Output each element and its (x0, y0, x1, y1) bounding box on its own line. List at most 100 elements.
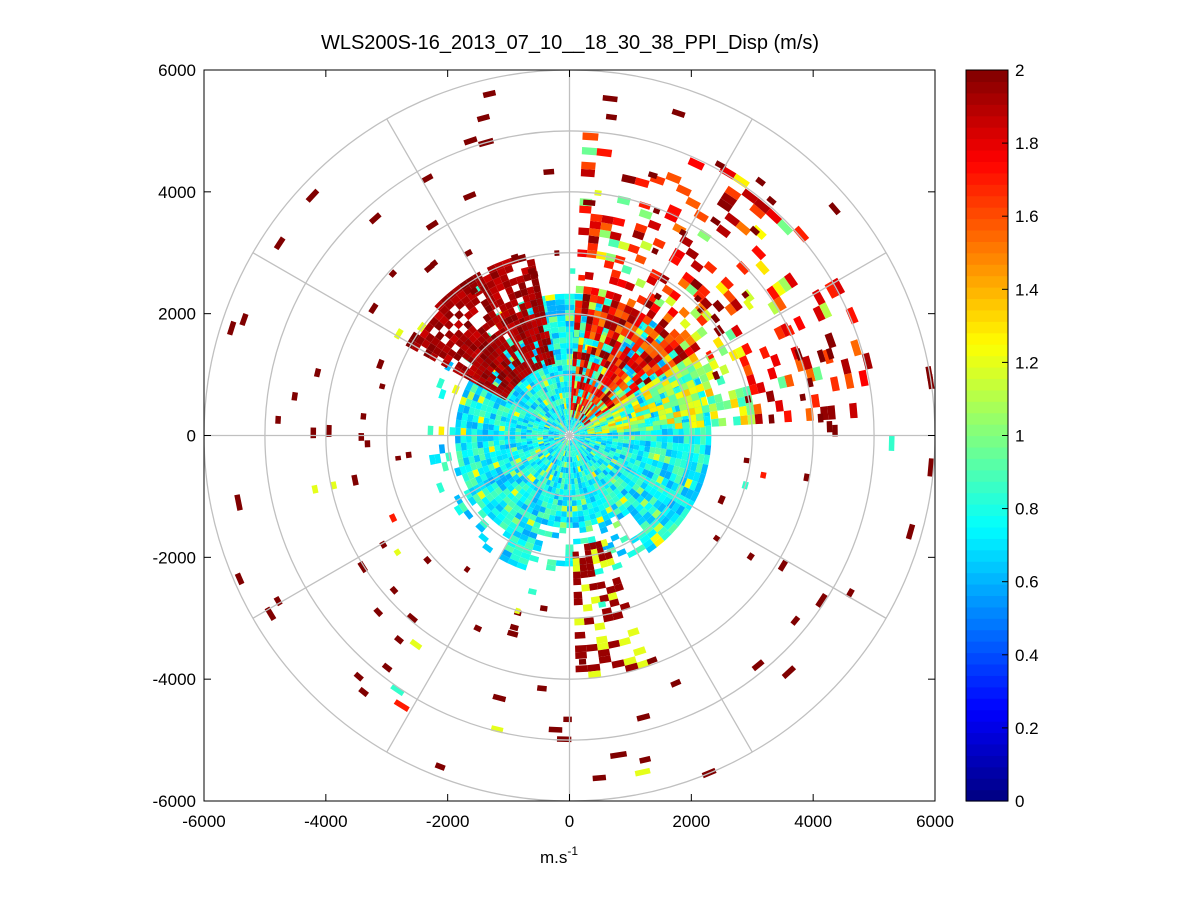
data-cell (542, 465, 549, 472)
data-cell (395, 455, 402, 461)
data-cell (578, 471, 583, 478)
data-cell (440, 294, 451, 306)
data-cell (578, 482, 583, 489)
data-cell (548, 474, 554, 481)
data-cell (591, 395, 598, 403)
data-cell (526, 438, 533, 442)
data-cell (849, 402, 858, 419)
data-cell (481, 505, 492, 516)
data-cell (503, 480, 512, 488)
data-cell (616, 334, 626, 344)
data-cell (642, 408, 651, 415)
data-cell (619, 411, 626, 417)
colorbar-band (966, 115, 1008, 128)
data-cell (507, 382, 515, 390)
data-cell (613, 464, 621, 471)
data-cell (455, 443, 462, 452)
data-cell (643, 413, 652, 419)
data-cell (574, 436, 580, 438)
data-cell (656, 461, 664, 469)
data-cell (599, 392, 606, 400)
data-cell (636, 516, 647, 526)
data-cell (552, 338, 560, 345)
colorbar-band (966, 526, 1008, 539)
data-cell (504, 462, 512, 469)
data-cell (594, 409, 602, 416)
data-cell (695, 383, 705, 393)
data-cell (531, 430, 538, 434)
data-cell (570, 456, 573, 463)
data-cell (712, 336, 724, 349)
data-cell (516, 393, 524, 401)
data-cell (469, 306, 479, 316)
data-cell (579, 418, 584, 424)
data-cell (494, 419, 501, 426)
data-cell (627, 627, 640, 637)
data-cell (613, 415, 622, 421)
data-cell (557, 442, 563, 447)
data-cell (634, 435, 641, 441)
data-cell (637, 418, 646, 424)
data-cell (579, 557, 587, 565)
data-cell (515, 442, 522, 447)
data-cell (459, 334, 469, 344)
data-cell (554, 429, 560, 432)
data-cell (638, 422, 646, 428)
data-cell (561, 455, 565, 462)
data-cell (537, 325, 545, 334)
data-cell (639, 755, 652, 764)
data-cell (520, 435, 527, 439)
data-cell (575, 651, 587, 659)
data-cell (623, 375, 632, 384)
data-cell (532, 463, 539, 470)
data-cell (588, 444, 594, 449)
data-cell (578, 227, 590, 236)
colorbar-band (966, 755, 1008, 768)
data-cell (749, 203, 766, 220)
data-cell (623, 431, 630, 436)
data-cell (590, 477, 597, 485)
data-cell (491, 507, 501, 517)
data-cell (455, 419, 462, 428)
data-cell (657, 409, 666, 416)
data-cell (552, 444, 558, 450)
data-cell (611, 444, 618, 449)
data-cell (659, 469, 667, 478)
colorbar-band (966, 675, 1008, 688)
data-cell (550, 327, 559, 334)
data-cell (701, 404, 711, 414)
data-cell (628, 324, 639, 334)
data-cell (572, 420, 575, 426)
data-cell (499, 420, 506, 427)
data-cell (539, 381, 546, 389)
data-cell (587, 432, 595, 435)
data-cell (567, 440, 569, 446)
data-cell (704, 415, 712, 426)
data-cell (590, 386, 597, 395)
data-cell (483, 446, 490, 454)
data-cell (609, 477, 617, 484)
data-cell (589, 442, 595, 447)
data-cell (572, 445, 575, 451)
data-cell (587, 401, 593, 409)
data-cell (557, 460, 562, 467)
data-cell (559, 343, 567, 349)
data-cell (572, 564, 581, 572)
data-cell (632, 317, 643, 328)
data-cell (599, 229, 611, 239)
data-cell (542, 449, 548, 455)
data-cell (717, 494, 726, 505)
data-cell (623, 435, 630, 440)
data-cell (556, 448, 561, 454)
data-cell (525, 464, 533, 471)
data-cell (526, 376, 534, 385)
data-cell (576, 381, 581, 389)
data-cell (579, 430, 585, 433)
data-cell (628, 488, 637, 496)
colorbar-tick-label: 0.6 (1015, 573, 1039, 592)
data-cell (695, 462, 703, 474)
colorbar-band (966, 469, 1008, 482)
data-cell (273, 596, 283, 607)
data-cell (482, 313, 492, 323)
data-cell (533, 379, 540, 386)
